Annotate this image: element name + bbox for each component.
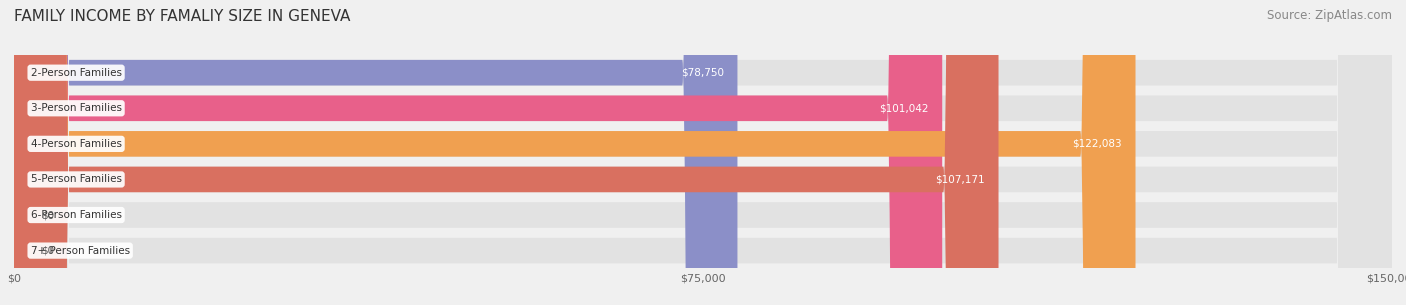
FancyBboxPatch shape	[14, 0, 1392, 305]
Text: $0: $0	[42, 210, 55, 220]
FancyBboxPatch shape	[14, 0, 1392, 305]
Text: 7+ Person Families: 7+ Person Families	[31, 246, 129, 256]
FancyBboxPatch shape	[14, 0, 942, 305]
Text: 5-Person Families: 5-Person Families	[31, 174, 121, 185]
FancyBboxPatch shape	[14, 0, 1392, 305]
FancyBboxPatch shape	[14, 0, 1392, 305]
FancyBboxPatch shape	[14, 0, 998, 305]
FancyBboxPatch shape	[14, 0, 738, 305]
FancyBboxPatch shape	[14, 0, 1392, 305]
Text: $78,750: $78,750	[681, 68, 724, 78]
Text: $0: $0	[42, 246, 55, 256]
FancyBboxPatch shape	[14, 0, 1136, 305]
Text: Source: ZipAtlas.com: Source: ZipAtlas.com	[1267, 9, 1392, 22]
Text: 6-Person Families: 6-Person Families	[31, 210, 121, 220]
Text: $101,042: $101,042	[879, 103, 928, 113]
Text: 4-Person Families: 4-Person Families	[31, 139, 121, 149]
Text: $122,083: $122,083	[1073, 139, 1122, 149]
FancyBboxPatch shape	[14, 0, 1392, 305]
Text: FAMILY INCOME BY FAMALIY SIZE IN GENEVA: FAMILY INCOME BY FAMALIY SIZE IN GENEVA	[14, 9, 350, 24]
Text: $107,171: $107,171	[935, 174, 984, 185]
Text: 2-Person Families: 2-Person Families	[31, 68, 121, 78]
Text: 3-Person Families: 3-Person Families	[31, 103, 121, 113]
